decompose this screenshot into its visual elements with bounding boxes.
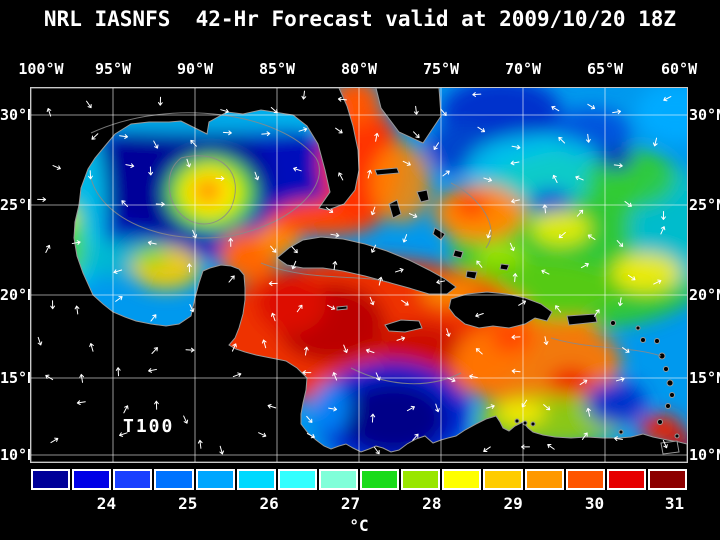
- land-cuba: [276, 236, 457, 295]
- colorbar-tick: 30: [584, 494, 605, 513]
- current-vector-arrows: [37, 90, 672, 455]
- colorbar-tick: 26: [259, 494, 279, 513]
- forecast-map: T100: [30, 87, 688, 463]
- field-label: T100: [123, 416, 174, 437]
- lon-label-70w: 70°W: [504, 60, 542, 78]
- lat-label-left-10n: 10°N: [0, 446, 37, 464]
- colorbar-cell: [442, 469, 482, 490]
- lon-label-60w: 60°W: [660, 60, 698, 78]
- colorbar-cell: [31, 469, 71, 490]
- lon-label-85w: 85°W: [258, 60, 296, 78]
- colorbar-tick: 24: [96, 494, 117, 513]
- land-trinidad: [660, 440, 680, 455]
- lat-label-right-10n: 10°N: [689, 446, 720, 464]
- land-jamaica: [384, 319, 423, 333]
- colorbar-cell: [524, 469, 564, 490]
- colorbar-cell: [606, 469, 646, 490]
- lon-label-90w: 90°W: [176, 60, 214, 78]
- land-hispaniola: [448, 291, 553, 329]
- colorbar-cell: [277, 469, 317, 490]
- lat-label-right-30n: 30°N: [689, 106, 720, 124]
- colorbar-cell: [565, 469, 605, 490]
- lat-label-left-25n: 25°N: [0, 196, 37, 214]
- grid-lines: [31, 88, 687, 462]
- lat-label-left-30n: 30°N: [0, 106, 37, 124]
- land-cayman: [336, 305, 348, 311]
- colorbar-cell: [401, 469, 441, 490]
- colorbar-cell: [113, 469, 153, 490]
- lat-label-left-20n: 20°N: [0, 286, 37, 304]
- land-mask-northeast: [375, 88, 442, 144]
- colorbar: [31, 469, 687, 490]
- temperature-field-plot: T100: [31, 88, 687, 462]
- lon-label-75w: 75°W: [422, 60, 460, 78]
- colorbar-cell: [236, 469, 276, 490]
- lat-label-right-25n: 25°N: [689, 196, 720, 214]
- colorbar-unit: °C: [349, 516, 369, 535]
- colorbar-tick: 25: [178, 494, 198, 513]
- colorbar-cell: [360, 469, 400, 490]
- colorbar-cell: [195, 469, 235, 490]
- lon-label-80w: 80°W: [340, 60, 378, 78]
- lat-label-left-15n: 15°N: [0, 369, 37, 387]
- colorbar-ticks: 24 25 26 27 28 29 30 31: [31, 494, 687, 514]
- lon-label-65w: 65°W: [586, 60, 624, 78]
- colorbar-cell: [318, 469, 358, 490]
- colorbar-tick: 31: [664, 494, 685, 513]
- lat-label-right-15n: 15°N: [689, 369, 720, 387]
- lon-label-100w: 100°W: [18, 60, 64, 78]
- lon-label-95w: 95°W: [94, 60, 132, 78]
- colorbar-cell: [647, 469, 687, 490]
- colorbar-tick: 29: [503, 494, 523, 513]
- colorbar-cell: [154, 469, 194, 490]
- colorbar-cell: [72, 469, 112, 490]
- lat-label-right-20n: 20°N: [689, 286, 720, 304]
- colorbar-cell: [483, 469, 523, 490]
- sst-raster: [51, 88, 687, 462]
- colorbar-tick: 28: [422, 494, 442, 513]
- page-title: NRL IASNFS 42-Hr Forecast valid at 2009/…: [43, 7, 677, 31]
- colorbar-tick: 27: [340, 494, 361, 513]
- land-puerto-rico: [566, 313, 598, 326]
